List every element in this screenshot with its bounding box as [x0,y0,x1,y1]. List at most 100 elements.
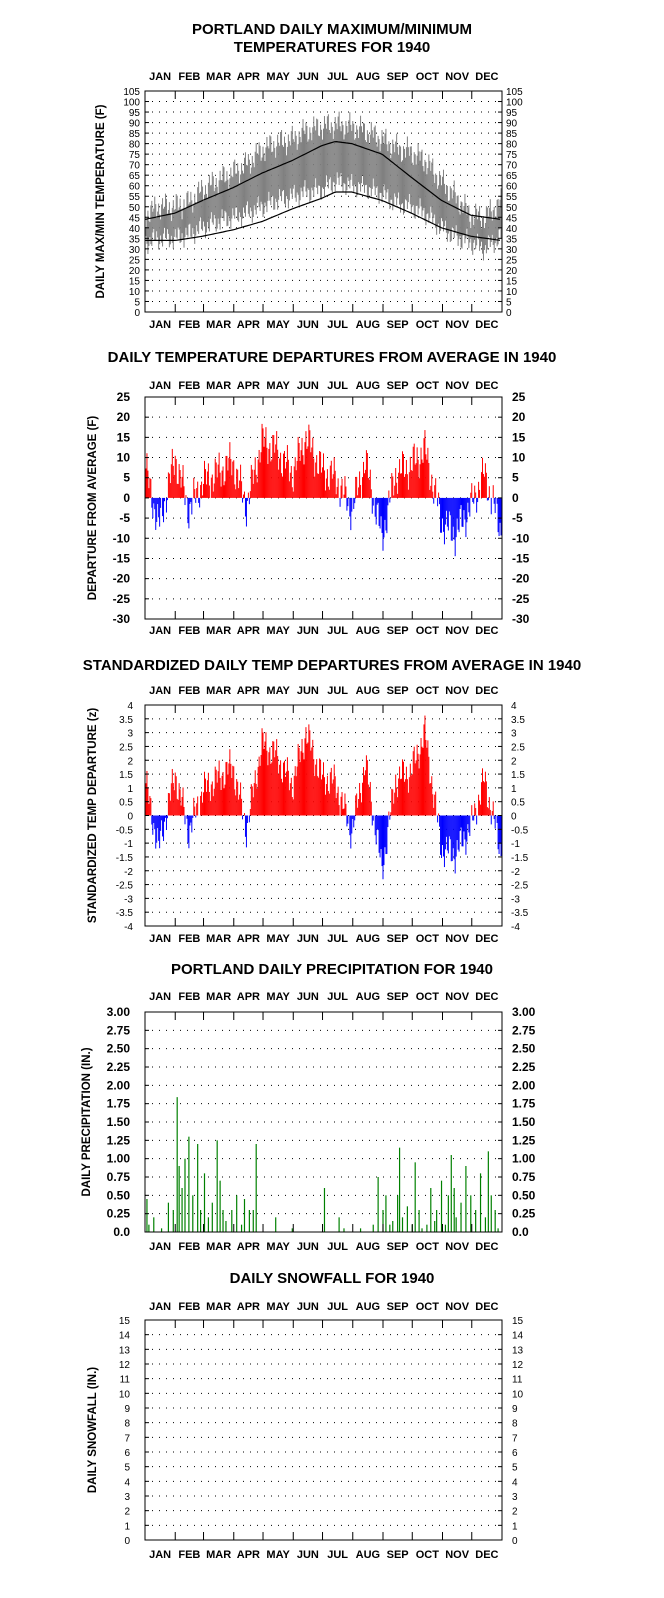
y-tick-label-right: -4 [511,922,520,933]
y-tick-label-right: 15 [512,1316,524,1327]
chart-depart: DAILY TEMPERATURE DEPARTURES FROM AVERAG… [87,349,556,637]
month-label-bottom: OCT [416,625,440,637]
y-tick-label-right: 0.75 [512,1170,536,1184]
y-tick-label-right: 13 [512,1345,524,1356]
y-tick-label-right: 0 [512,1536,518,1547]
month-label-bottom: AUG [356,319,380,331]
y-axis-label: DAILY SNOWFALL (IN.) [87,1367,99,1493]
y-tick-label-left: 12 [119,1360,131,1371]
y-tick-label-left: 15 [117,430,131,444]
month-label-top: JUL [327,685,348,697]
y-tick-label-right: 0.50 [512,1188,536,1202]
y-tick-label-left: 0 [124,1536,130,1547]
y-tick-label-left: 0 [127,812,133,823]
y-tick-label-left: -15 [113,551,131,565]
y-tick-label-left: 0 [134,308,140,319]
y-axis-label: STANDARDIZED TEMP DEPARTURE (z) [87,708,99,923]
month-label-bottom: NOV [445,1549,470,1561]
y-tick-label-right: 1.5 [511,770,525,781]
y-tick-label-right: 1.50 [512,1115,536,1129]
month-label-top: APR [237,71,260,83]
month-label-bottom: JAN [149,625,171,637]
y-tick-label-left: 55 [129,192,141,203]
month-label-top: JUL [327,991,348,1003]
month-label-top: AUG [356,71,380,83]
y-tick-label-left: 11 [120,1375,131,1386]
y-tick-label-right: 15 [506,276,518,287]
y-tick-label-left: 2.50 [107,1042,131,1056]
month-label-bottom: APR [237,625,260,637]
month-label-bottom: SEP [387,1549,409,1561]
y-tick-label-left: 105 [123,87,140,98]
y-tick-label-left: 13 [119,1345,131,1356]
month-label-bottom: MAR [206,933,231,945]
y-tick-label-left: 2.25 [107,1060,131,1074]
y-tick-label-left: 2.75 [107,1023,131,1037]
y-tick-label-right: -0.5 [511,825,529,836]
max-min-series [144,111,502,261]
chart-title: TEMPERATURES FOR 1940 [234,39,430,56]
y-tick-label-right: 6 [512,1448,518,1459]
normal-min-line [145,191,501,241]
y-tick-label-right: 2.5 [511,742,525,753]
month-label-top: JUN [297,685,319,697]
y-tick-label-right: 1.75 [512,1097,536,1111]
y-tick-label-right: 15 [512,430,526,444]
y-tick-label-right: -20 [512,572,530,586]
month-label-bottom: JAN [149,1549,171,1561]
month-label-bottom: APR [237,1241,260,1253]
month-label-bottom: MAY [266,625,290,637]
month-label-top: APR [237,991,260,1003]
month-label-bottom: MAR [206,319,231,331]
y-tick-label-left: 0.0 [113,1225,130,1239]
month-label-bottom: FEB [178,625,200,637]
y-tick-label-right: 70 [506,161,518,172]
month-label-top: FEB [178,1301,200,1313]
month-label-top: DEC [475,1301,498,1313]
y-tick-label-right: 0.25 [512,1207,536,1221]
y-tick-label-right: 5 [506,297,512,308]
chart-title: DAILY TEMPERATURE DEPARTURES FROM AVERAG… [108,349,557,366]
y-tick-label-left: 10 [117,451,131,465]
y-tick-label-left: 65 [129,171,141,182]
y-tick-label-right: -15 [512,551,530,565]
month-label-top: SEP [387,991,409,1003]
month-label-top: MAY [266,991,290,1003]
month-label-top: JAN [149,685,171,697]
month-label-top: OCT [416,685,440,697]
month-label-top: JUN [297,991,319,1003]
month-label-top: JUN [297,71,319,83]
month-label-bottom: OCT [416,319,440,331]
month-label-top: AUG [356,991,380,1003]
precip-bars [146,1097,499,1232]
y-tick-label-left: 1.5 [119,770,133,781]
y-tick-label-left: 20 [129,266,141,277]
y-tick-label-left: 4 [127,701,133,712]
month-label-top: FEB [178,71,200,83]
month-label-bottom: OCT [416,1549,440,1561]
y-tick-label-left: 60 [129,182,141,193]
y-tick-label-left: 50 [129,203,141,214]
month-label-top: JUL [327,380,348,392]
y-tick-label-left: 9 [124,1404,130,1415]
y-tick-label-left: 70 [129,161,141,172]
y-tick-label-left: 2 [127,756,133,767]
y-tick-label-right: 20 [506,266,518,277]
y-tick-label-left: 40 [129,224,141,235]
y-tick-label-right: 0 [511,812,517,823]
y-tick-label-left: 2.00 [107,1078,131,1092]
y-tick-label-left: -1.5 [116,853,134,864]
month-label-top: APR [237,380,260,392]
y-tick-label-left: -0.5 [116,825,134,836]
y-tick-label-right: 3.5 [511,715,525,726]
month-label-top: FEB [178,380,200,392]
y-tick-label-right: 85 [506,129,518,140]
month-label-top: JAN [149,1301,171,1313]
y-tick-label-left: 1.75 [107,1097,131,1111]
y-tick-label-right: 65 [506,171,518,182]
y-tick-label-right: 95 [506,108,518,119]
y-tick-label-left: 45 [129,213,141,224]
month-label-bottom: JUN [297,625,319,637]
y-tick-label-right: -1.5 [511,853,529,864]
y-tick-label-left: -10 [113,531,131,545]
